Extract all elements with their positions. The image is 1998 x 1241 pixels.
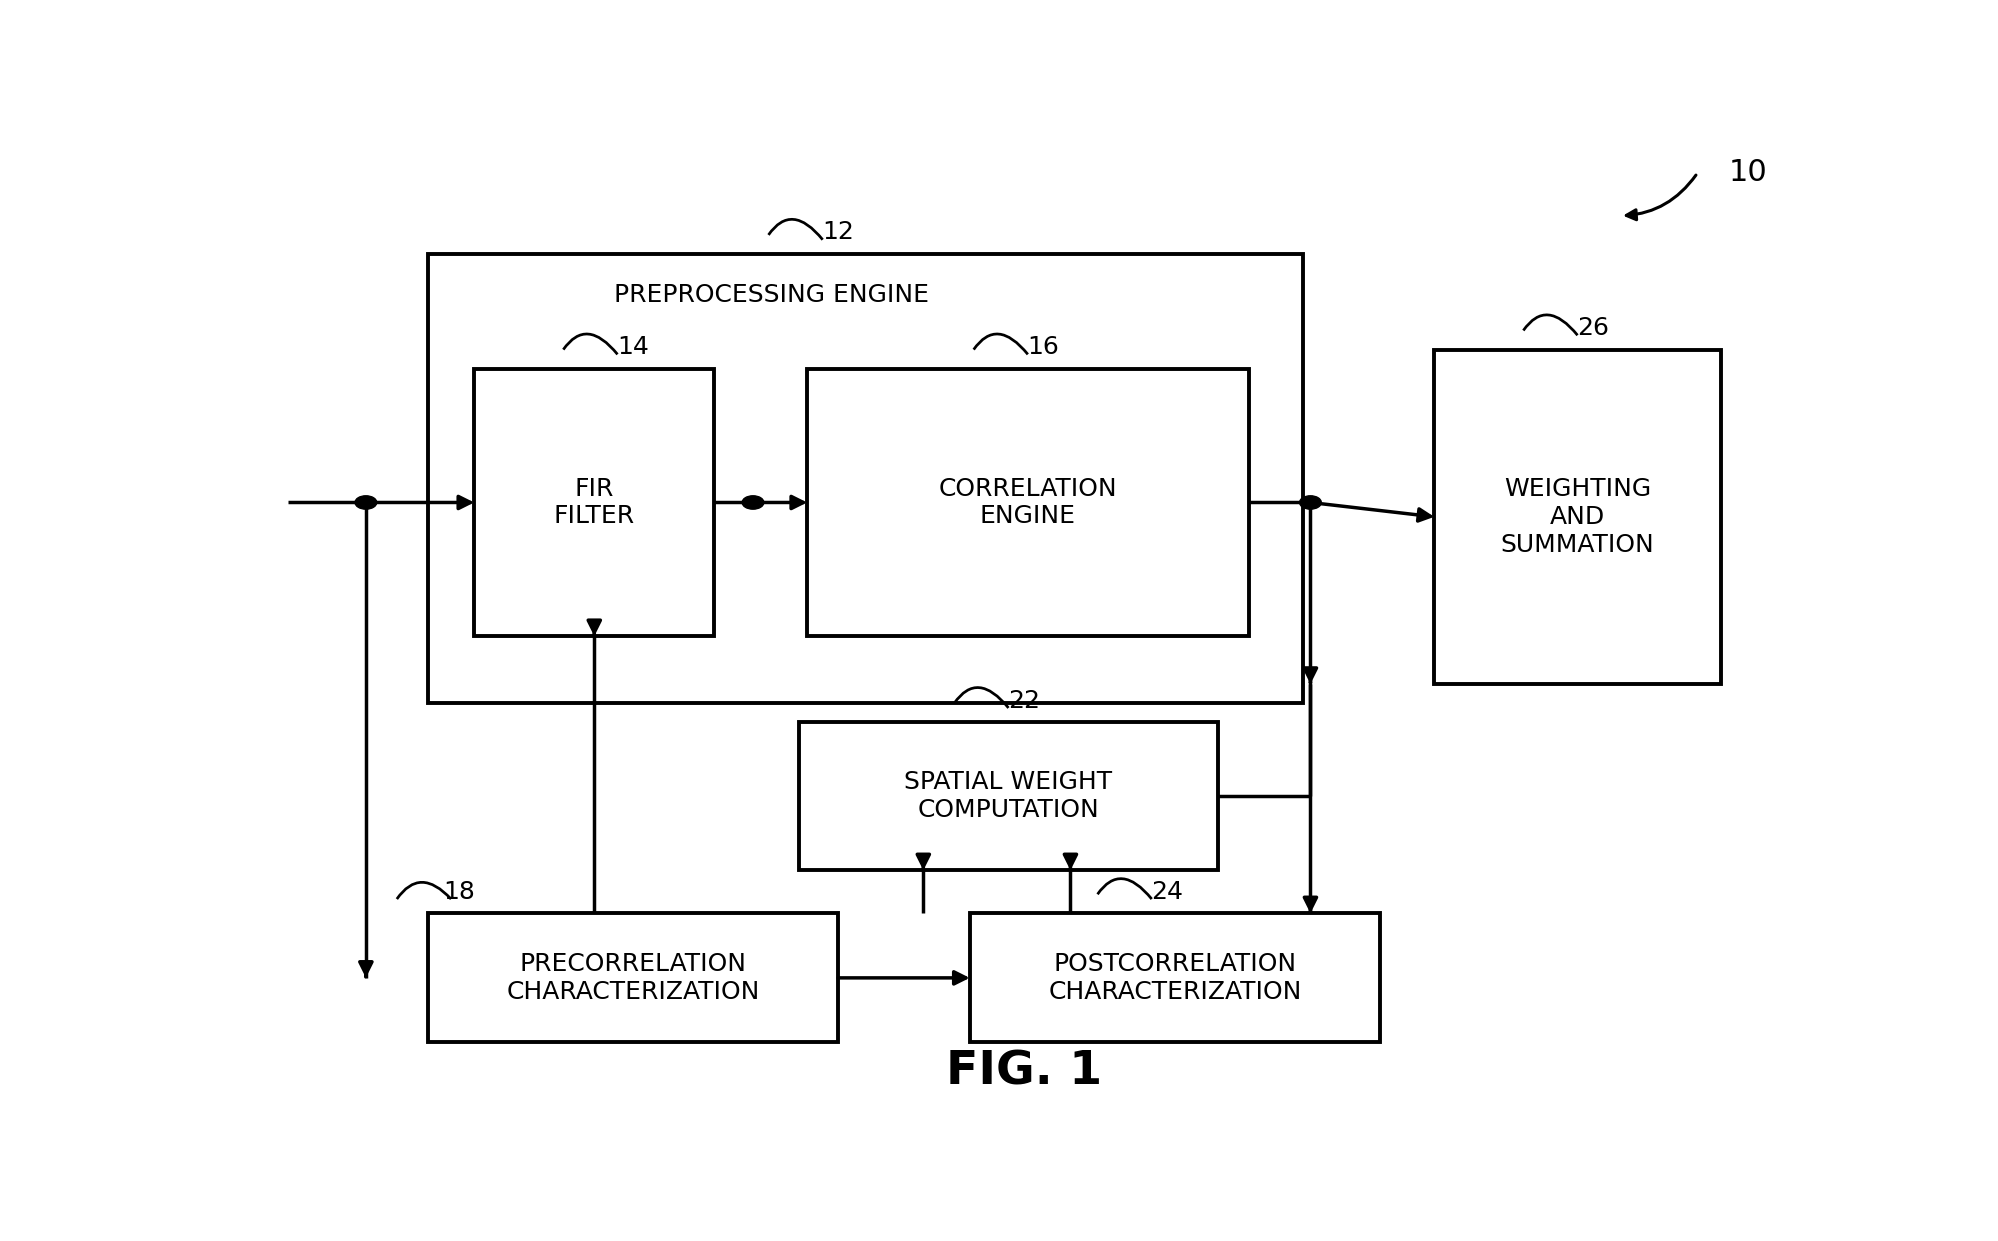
Circle shape — [741, 496, 763, 509]
Bar — [807, 369, 1249, 637]
Text: PRECORRELATION
CHARACTERIZATION: PRECORRELATION CHARACTERIZATION — [505, 952, 759, 1004]
Text: 12: 12 — [823, 221, 853, 244]
Text: SPATIAL WEIGHT
COMPUTATION: SPATIAL WEIGHT COMPUTATION — [905, 771, 1113, 823]
Text: 24: 24 — [1151, 880, 1183, 903]
Text: CORRELATION
ENGINE: CORRELATION ENGINE — [939, 477, 1117, 529]
Text: 10: 10 — [1728, 159, 1768, 187]
Text: FIR
FILTER: FIR FILTER — [553, 477, 635, 529]
Text: FIG. 1: FIG. 1 — [945, 1050, 1103, 1095]
Bar — [799, 722, 1217, 870]
Text: 26: 26 — [1576, 316, 1608, 340]
Bar — [428, 254, 1303, 704]
Text: POSTCORRELATION
CHARACTERIZATION: POSTCORRELATION CHARACTERIZATION — [1049, 952, 1301, 1004]
Text: 16: 16 — [1027, 335, 1059, 359]
Circle shape — [1299, 496, 1321, 509]
Circle shape — [356, 496, 378, 509]
Text: 22: 22 — [1007, 689, 1041, 712]
Bar — [969, 913, 1381, 1042]
Bar — [428, 913, 839, 1042]
Bar — [474, 369, 715, 637]
Text: WEIGHTING
AND
SUMMATION: WEIGHTING AND SUMMATION — [1500, 477, 1654, 557]
Text: 14: 14 — [617, 335, 649, 359]
Bar — [1435, 350, 1720, 684]
Text: 18: 18 — [444, 880, 476, 903]
Text: PREPROCESSING ENGINE: PREPROCESSING ENGINE — [613, 283, 929, 307]
